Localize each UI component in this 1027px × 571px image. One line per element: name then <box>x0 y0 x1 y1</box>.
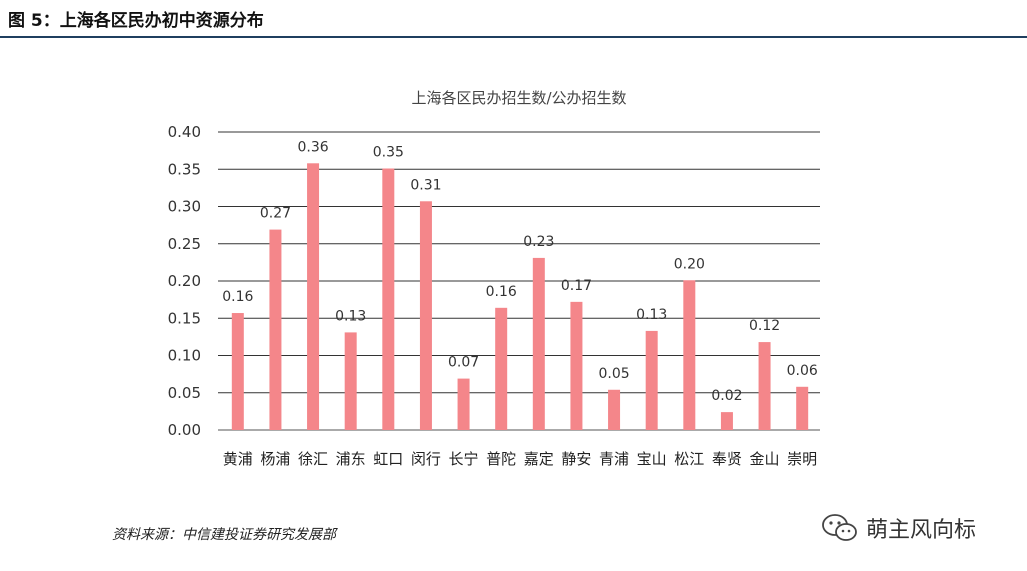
x-tick-label: 徐汇 <box>298 450 328 468</box>
y-tick-label: 0.30 <box>168 198 201 216</box>
data-label: 0.27 <box>260 206 291 222</box>
x-tick-label: 静安 <box>561 450 591 468</box>
bars: 0.16 0.27 0.36 0.13 0.35 0.31 0.07 0.16 0.23 0.17… <box>222 139 818 431</box>
x-axis: 黄浦 杨浦 徐汇 浦东 虹口 闵行 长宁 普陀 嘉定 静安 青浦 宝山 松江 奉贤 金山 崇明 <box>223 450 817 468</box>
x-tick-label: 虹口 <box>373 450 403 468</box>
y-axis: 0.00 0.05 0.10 0.15 0.20 0.25 0.30 0.35 0.40 <box>168 123 201 439</box>
y-tick-label: 0.20 <box>168 272 201 290</box>
bar <box>532 257 545 430</box>
x-tick-label: 闵行 <box>411 450 441 468</box>
data-label: 0.16 <box>222 289 253 305</box>
x-tick-label: 浦东 <box>336 450 366 468</box>
bar <box>307 163 320 431</box>
data-label: 0.13 <box>335 308 366 324</box>
x-tick-label: 黄浦 <box>223 450 253 468</box>
bar <box>683 280 696 430</box>
y-tick-label: 0.15 <box>168 309 201 327</box>
bar <box>758 342 771 430</box>
data-label: 0.05 <box>598 366 629 382</box>
watermark-text: 萌主风向标 <box>866 518 977 543</box>
bar <box>269 229 282 430</box>
data-label: 0.17 <box>561 278 592 294</box>
data-label: 0.07 <box>448 355 479 371</box>
watermark: 萌主风向标 <box>820 510 976 546</box>
x-tick-label: 奉贤 <box>712 450 742 468</box>
bar <box>645 330 658 430</box>
figure-header: 图 5：上海各区民办初中资源分布 <box>0 0 1027 38</box>
x-tick-label: 长宁 <box>449 450 479 468</box>
y-tick-label: 0.00 <box>168 421 201 439</box>
x-tick-label: 普陀 <box>486 450 516 468</box>
bar <box>570 301 583 430</box>
bar <box>419 201 432 430</box>
bar <box>796 386 809 430</box>
source-note: 资料来源：中信建投证券研究发展部 <box>112 527 336 543</box>
data-label: 0.13 <box>636 307 667 323</box>
data-label: 0.35 <box>373 145 404 161</box>
y-tick-label: 0.25 <box>168 235 201 253</box>
y-tick-label: 0.40 <box>168 123 201 141</box>
data-label: 0.16 <box>486 284 517 300</box>
bar <box>382 168 395 430</box>
bar <box>231 313 244 430</box>
data-label: 0.02 <box>711 388 742 404</box>
x-tick-label: 崇明 <box>787 450 817 468</box>
x-tick-label: 松江 <box>674 450 704 468</box>
bar <box>720 412 733 430</box>
y-tick-label: 0.35 <box>168 160 201 178</box>
x-tick-label: 金山 <box>750 450 780 468</box>
bar <box>608 389 621 430</box>
data-label: 0.36 <box>297 139 328 155</box>
data-label: 0.31 <box>410 177 441 193</box>
data-label: 0.12 <box>749 318 780 334</box>
data-label: 0.06 <box>787 363 818 379</box>
x-tick-label: 青浦 <box>599 450 629 468</box>
x-tick-label: 宝山 <box>637 450 667 468</box>
bar <box>457 378 470 430</box>
chart-title: 上海各区民办招生数/公办招生数 <box>411 89 626 107</box>
data-label: 0.20 <box>674 256 705 272</box>
x-tick-label: 杨浦 <box>260 450 290 468</box>
data-label: 0.23 <box>523 234 554 250</box>
wechat-icon <box>822 514 857 541</box>
x-tick-label: 嘉定 <box>524 450 554 468</box>
bar <box>344 332 357 430</box>
bar <box>495 307 508 430</box>
y-tick-label: 0.05 <box>168 384 201 402</box>
y-tick-label: 0.10 <box>168 347 201 365</box>
figure-title: 图 5：上海各区民办初中资源分布 <box>8 11 264 31</box>
